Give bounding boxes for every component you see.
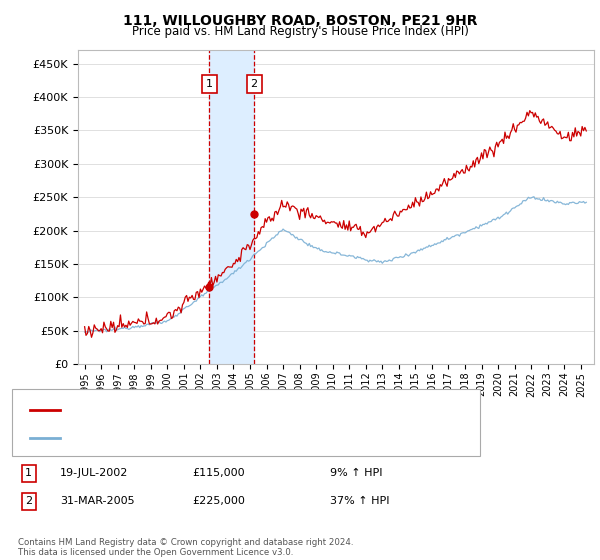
Text: 111, WILLOUGHBY ROAD, BOSTON, PE21 9HR: 111, WILLOUGHBY ROAD, BOSTON, PE21 9HR bbox=[123, 14, 477, 28]
Text: Contains HM Land Registry data © Crown copyright and database right 2024.
This d: Contains HM Land Registry data © Crown c… bbox=[18, 538, 353, 557]
Text: £115,000: £115,000 bbox=[192, 468, 245, 478]
Text: 19-JUL-2002: 19-JUL-2002 bbox=[60, 468, 128, 478]
Text: £225,000: £225,000 bbox=[192, 496, 245, 506]
Bar bbox=[209, 50, 254, 364]
Text: 37% ↑ HPI: 37% ↑ HPI bbox=[330, 496, 389, 506]
Text: 1: 1 bbox=[206, 79, 213, 89]
Text: 2: 2 bbox=[251, 79, 257, 89]
Text: 111, WILLOUGHBY ROAD, BOSTON, PE21 9HR (detached house): 111, WILLOUGHBY ROAD, BOSTON, PE21 9HR (… bbox=[66, 405, 398, 416]
Text: 1: 1 bbox=[25, 468, 32, 478]
Text: 2: 2 bbox=[25, 496, 32, 506]
Text: 31-MAR-2005: 31-MAR-2005 bbox=[60, 496, 134, 506]
Text: 9% ↑ HPI: 9% ↑ HPI bbox=[330, 468, 383, 478]
Text: HPI: Average price, detached house, Boston: HPI: Average price, detached house, Bost… bbox=[66, 433, 295, 444]
Text: Price paid vs. HM Land Registry's House Price Index (HPI): Price paid vs. HM Land Registry's House … bbox=[131, 25, 469, 38]
